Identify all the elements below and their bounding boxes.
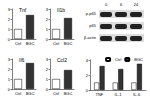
svg-text:BGC: BGC [134,57,143,62]
svg-text:Il6: Il6 [19,57,25,63]
svg-text:IL-6: IL-6 [133,92,141,97]
svg-text:BGC: BGC [26,91,35,96]
html-text:0: 0 [104,2,108,7]
svg-text:0: 0 [8,87,11,92]
svg-text:Ccl2: Ccl2 [57,57,67,63]
svg-text:Ctrl: Ctrl [15,91,21,96]
html-text:β-actin: β-actin [83,35,96,40]
svg-text:1: 1 [46,77,49,82]
html-text:p-p65: p-p65 [85,11,96,16]
svg-text:0: 0 [86,88,89,93]
svg-text:Ctrl: Ctrl [53,41,59,46]
svg-text:BGC: BGC [64,91,73,96]
svg-text:4: 4 [86,58,89,63]
svg-text:2: 2 [86,73,89,78]
svg-text:2: 2 [46,17,49,22]
svg-text:Tnf: Tnf [19,7,27,13]
svg-text:IL-1: IL-1 [115,92,123,97]
svg-text:0: 0 [46,87,49,92]
svg-text:Ctrl: Ctrl [53,91,59,96]
svg-text:3: 3 [46,7,49,12]
svg-text:3: 3 [8,57,11,62]
svg-text:Ctrl: Ctrl [15,41,21,46]
svg-text:Ctrl: Ctrl [115,57,121,62]
svg-text:2: 2 [8,67,11,72]
svg-text:1: 1 [8,27,11,32]
html-text:24: 24 [133,2,139,7]
svg-text:Il1b: Il1b [57,7,65,13]
svg-text:TNF: TNF [95,92,103,97]
svg-text:3: 3 [8,7,11,12]
svg-text:0: 0 [8,37,11,42]
svg-text:0: 0 [46,37,49,42]
svg-text:1: 1 [46,27,49,32]
html-text:p65: p65 [89,23,96,28]
html-text:6: 6 [119,2,123,7]
svg-text:BGC: BGC [64,41,73,46]
svg-text:BGC: BGC [26,41,35,46]
svg-text:2: 2 [8,17,11,22]
svg-text:1: 1 [8,77,11,82]
svg-text:3: 3 [46,57,49,62]
svg-text:2: 2 [46,67,49,72]
